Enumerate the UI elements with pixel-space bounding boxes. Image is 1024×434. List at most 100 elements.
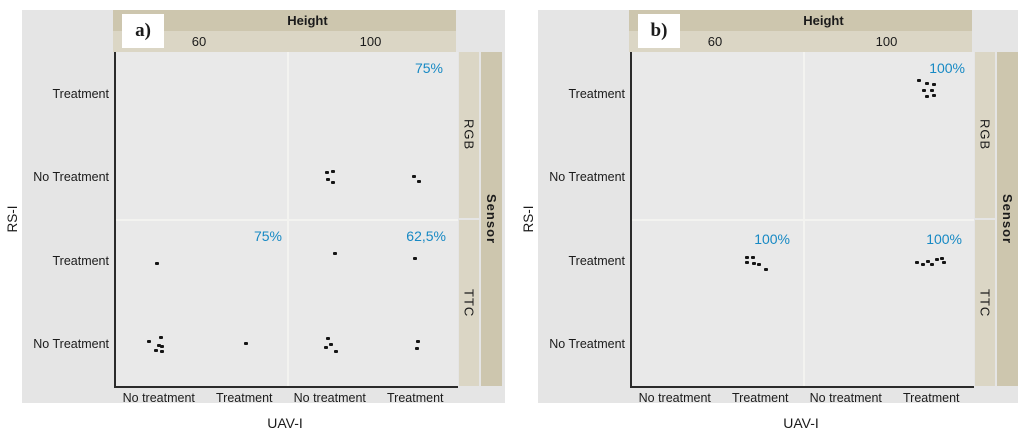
data-point — [930, 89, 934, 92]
data-point — [416, 340, 420, 343]
data-point — [413, 257, 417, 260]
height-facet-title: Height — [803, 13, 844, 28]
data-point — [331, 170, 335, 173]
y-tick-label: Treatment — [52, 86, 109, 101]
facet-col-100-label: 100 — [875, 34, 898, 49]
x-tick-label: Treatment — [386, 391, 444, 405]
data-point — [160, 345, 164, 348]
data-point — [940, 257, 944, 260]
data-point — [745, 261, 749, 264]
data-point — [917, 79, 921, 82]
plot-area: 100% 100% 100% Treatment No Treatment Tr… — [549, 52, 974, 405]
data-point — [751, 256, 755, 259]
horizontal-gridline — [632, 219, 974, 221]
facet-row-ttc-label: TTC — [977, 288, 993, 318]
data-point — [325, 171, 329, 174]
y-axis-title: RS-I — [3, 206, 21, 233]
facet-row-ttc-label: TTC — [461, 288, 477, 318]
percentage-annotation: 62,5% — [406, 228, 446, 244]
y-tick-label: No Treatment — [33, 337, 109, 352]
x-tick-label: Treatment — [902, 391, 960, 405]
data-point — [324, 346, 328, 349]
panel-a: Height 60 100 a) 75% 75% 62,5% Treatment… — [5, 10, 518, 434]
data-point — [915, 261, 919, 264]
height-facet-strip — [629, 10, 972, 31]
data-point — [155, 262, 159, 265]
data-point — [333, 252, 337, 255]
sensor-facet-rgb-strip: RGB — [459, 52, 479, 218]
data-point — [932, 83, 936, 86]
data-point — [922, 89, 926, 92]
y-tick-label: No Treatment — [33, 170, 109, 185]
sensor-facet-strip: Sensor — [481, 52, 502, 386]
x-tick-label: No treatment — [122, 391, 195, 405]
data-point — [159, 336, 163, 339]
sensor-facet-strip: Sensor — [997, 52, 1018, 386]
data-point — [942, 261, 946, 264]
panel-letter-label: b) — [638, 14, 680, 48]
x-tick-label: Treatment — [215, 391, 273, 405]
y-axis-title-text: RS-I — [5, 205, 20, 233]
data-point — [764, 268, 768, 271]
data-point — [244, 342, 248, 345]
y-tick-label: No Treatment — [549, 337, 625, 352]
x-tick-label: No treatment — [293, 391, 366, 405]
data-point — [329, 343, 333, 346]
facet-col-60-label: 60 — [191, 34, 207, 49]
x-tick-label: No treatment — [809, 391, 882, 405]
facet-col-100-label: 100 — [359, 34, 382, 49]
panel-b: Height 60 100 b) 100% 100% 100% Treatmen… — [521, 10, 1024, 434]
x-tick-label: No treatment — [638, 391, 711, 405]
y-axis-title: RS-I — [519, 206, 537, 233]
data-point — [326, 337, 330, 340]
x-tick-label: Treatment — [731, 391, 789, 405]
sensor-facet-ttc-strip: TTC — [975, 220, 995, 386]
percentage-annotation: 75% — [414, 60, 443, 76]
panel-letter-label: a) — [122, 14, 164, 48]
x-axis-title: UAV-I — [267, 415, 303, 431]
data-point — [415, 347, 419, 350]
data-point — [157, 344, 161, 347]
data-point — [147, 340, 151, 343]
data-point — [935, 258, 939, 261]
percentage-annotation: 100% — [929, 60, 965, 76]
data-point — [417, 180, 421, 183]
height-facet-title: Height — [287, 13, 328, 28]
facet-row-rgb-label: RGB — [461, 119, 477, 151]
facet-col-60-label: 60 — [707, 34, 723, 49]
data-point — [326, 178, 330, 181]
percentage-annotation: 75% — [253, 228, 282, 244]
height-levels-strip — [629, 31, 972, 52]
sensor-facet-ttc-strip: TTC — [459, 220, 479, 386]
data-point — [745, 256, 749, 259]
data-point — [757, 263, 761, 266]
y-tick-label: Treatment — [568, 253, 625, 268]
height-facet-strip — [113, 10, 456, 31]
height-levels-strip — [113, 31, 456, 52]
y-tick-label: Treatment — [568, 86, 625, 101]
data-point — [926, 260, 930, 263]
x-axis-title: UAV-I — [783, 415, 819, 431]
data-point — [412, 175, 416, 178]
facet-row-rgb-label: RGB — [977, 119, 993, 151]
data-point — [154, 349, 158, 352]
data-point — [331, 181, 335, 184]
percentage-annotation: 100% — [754, 231, 790, 247]
data-point — [752, 262, 756, 265]
horizontal-gridline — [116, 219, 458, 221]
sensor-facet-rgb-strip: RGB — [975, 52, 995, 218]
data-point — [930, 263, 934, 266]
percentage-annotation: 100% — [926, 231, 962, 247]
data-point — [932, 94, 936, 97]
data-point — [160, 350, 164, 353]
y-axis-title-text: RS-I — [521, 205, 536, 233]
y-tick-label: Treatment — [52, 253, 109, 268]
y-tick-label: No Treatment — [549, 170, 625, 185]
sensor-facet-title: Sensor — [484, 193, 499, 245]
data-point — [334, 350, 338, 353]
data-point — [921, 263, 925, 266]
plot-area: 75% 75% 62,5% Treatment No Treatment Tre… — [33, 52, 458, 405]
data-point — [925, 95, 929, 98]
sensor-facet-title: Sensor — [1000, 193, 1015, 245]
